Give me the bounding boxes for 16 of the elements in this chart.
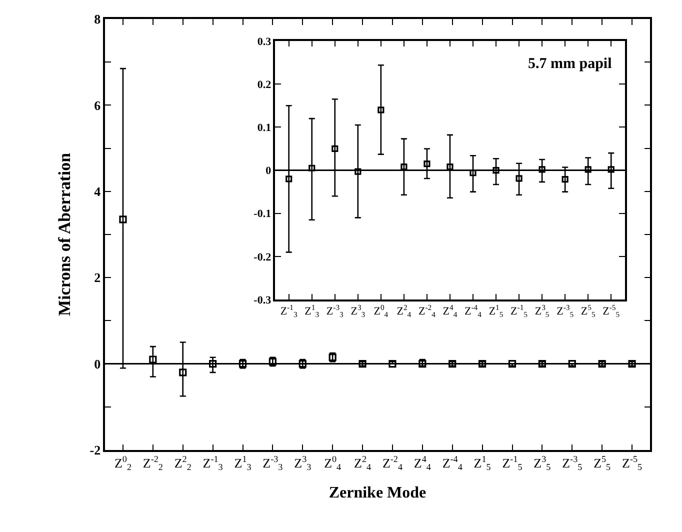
y-tick-label: -0.3: [254, 294, 272, 306]
y-tick-label: 4: [94, 184, 102, 199]
y-tick-label: 6: [94, 98, 102, 113]
y-tick-label: -0.2: [254, 251, 272, 264]
annotation: 5.7 mm papil: [528, 56, 612, 72]
y-tick-label: 2: [94, 270, 101, 286]
y-tick-label: -0.1: [254, 208, 272, 220]
y-tick-label: 0.2: [257, 78, 272, 91]
y-tick-label: 0.3: [257, 36, 272, 48]
y-tick-label: 8: [94, 12, 102, 27]
y-axis-title: Microns of Aberration: [54, 152, 74, 316]
y-tick-label: 0: [94, 356, 101, 372]
y-tick-label: 0: [266, 165, 272, 178]
y-tick-label: 0.1: [257, 122, 272, 134]
x-axis-title: Zernike Mode: [328, 484, 426, 502]
y-tick-label: -2: [90, 442, 101, 458]
